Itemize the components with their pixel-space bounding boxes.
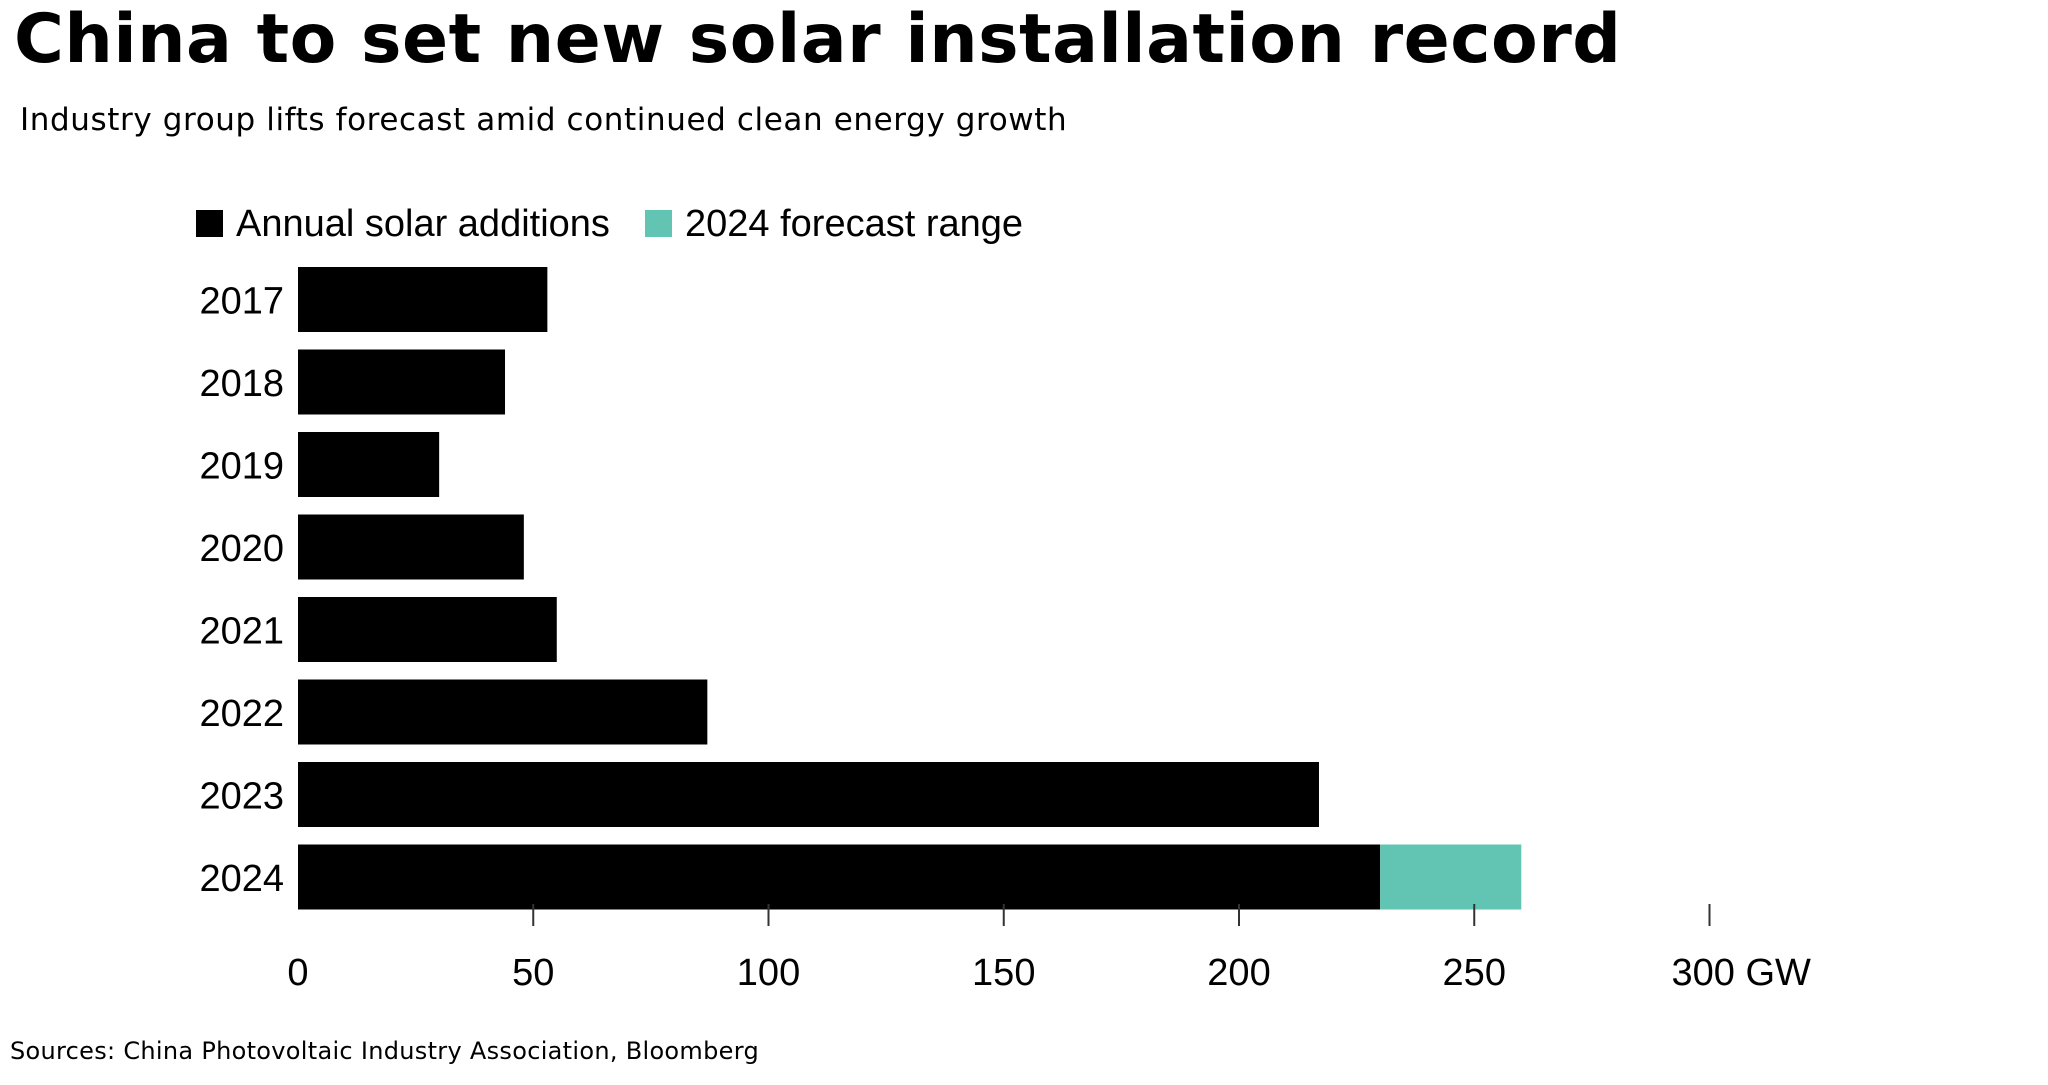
x-tick-label-50: 50 (512, 952, 554, 994)
bar-actual-2021 (298, 597, 557, 662)
x-axis: 0 50 100 150 200 250 300 GW (287, 904, 1811, 994)
x-tick-label-250: 250 (1443, 952, 1506, 994)
x-tick-label-200: 200 (1207, 952, 1270, 994)
chart-subtitle: Industry group lifts forecast amid conti… (20, 102, 1068, 138)
legend-swatch-1 (196, 210, 223, 237)
x-tick-label-100: 100 (737, 952, 800, 994)
bar-forecast-2024 (1380, 844, 1522, 910)
x-tick-label-0: 0 (287, 952, 308, 994)
legend-swatch-2 (645, 210, 672, 237)
bar-actual-2023 (298, 762, 1319, 827)
category-label-2024: 2024 (199, 858, 284, 900)
chart-title: China to set new solar installation reco… (14, 0, 1622, 79)
category-label-2021: 2021 (199, 611, 284, 653)
x-tick-label-300: 300 GW (1672, 952, 1812, 994)
legend-label-1: Annual solar additions (236, 203, 610, 245)
category-label-2018: 2018 (199, 363, 284, 405)
chart-legend: Annual solar additions 2024 forecast rang… (196, 203, 1023, 245)
bar-actual-2024 (298, 844, 1381, 910)
bar-actual-2019 (298, 432, 440, 497)
bar-actual-2022 (298, 679, 708, 745)
bar-actual-2017 (298, 267, 548, 332)
category-label-2017: 2017 (199, 281, 284, 323)
category-label-2023: 2023 (199, 776, 284, 818)
bar-actual-2020 (298, 514, 524, 580)
source-note: Sources: China Photovoltaic Industry Ass… (10, 1037, 759, 1065)
category-label-2019: 2019 (199, 446, 284, 488)
legend-label-2: 2024 forecast range (685, 203, 1023, 245)
x-tick-label-150: 150 (972, 952, 1035, 994)
bar-actual-2018 (298, 349, 506, 415)
category-labels: 2017 2018 2019 2020 2021 2022 2023 2024 (199, 281, 284, 901)
bars (298, 267, 1522, 910)
category-label-2020: 2020 (199, 528, 284, 570)
category-label-2022: 2022 (199, 693, 284, 735)
